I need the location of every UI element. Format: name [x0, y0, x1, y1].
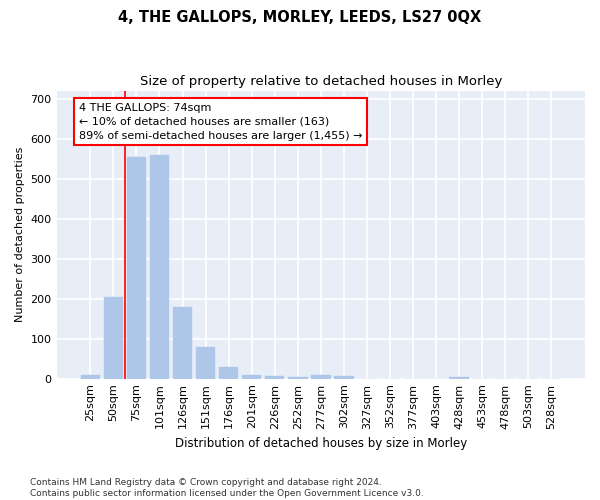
Bar [127, 156, 146, 378]
X-axis label: Distribution of detached houses by size in Morley: Distribution of detached houses by size … [175, 437, 467, 450]
Bar [196, 348, 215, 378]
Bar [219, 366, 238, 378]
Bar [149, 156, 169, 378]
Text: Contains HM Land Registry data © Crown copyright and database right 2024.
Contai: Contains HM Land Registry data © Crown c… [30, 478, 424, 498]
Bar [334, 376, 353, 378]
Bar [265, 376, 284, 378]
Bar [449, 376, 469, 378]
Text: 4, THE GALLOPS, MORLEY, LEEDS, LS27 0QX: 4, THE GALLOPS, MORLEY, LEEDS, LS27 0QX [118, 10, 482, 25]
Title: Size of property relative to detached houses in Morley: Size of property relative to detached ho… [140, 75, 502, 88]
Bar [104, 296, 123, 378]
Bar [242, 374, 262, 378]
Bar [288, 376, 308, 378]
Bar [311, 374, 331, 378]
Bar [173, 306, 193, 378]
Text: 4 THE GALLOPS: 74sqm
← 10% of detached houses are smaller (163)
89% of semi-deta: 4 THE GALLOPS: 74sqm ← 10% of detached h… [79, 102, 362, 141]
Y-axis label: Number of detached properties: Number of detached properties [15, 147, 25, 322]
Bar [80, 374, 100, 378]
